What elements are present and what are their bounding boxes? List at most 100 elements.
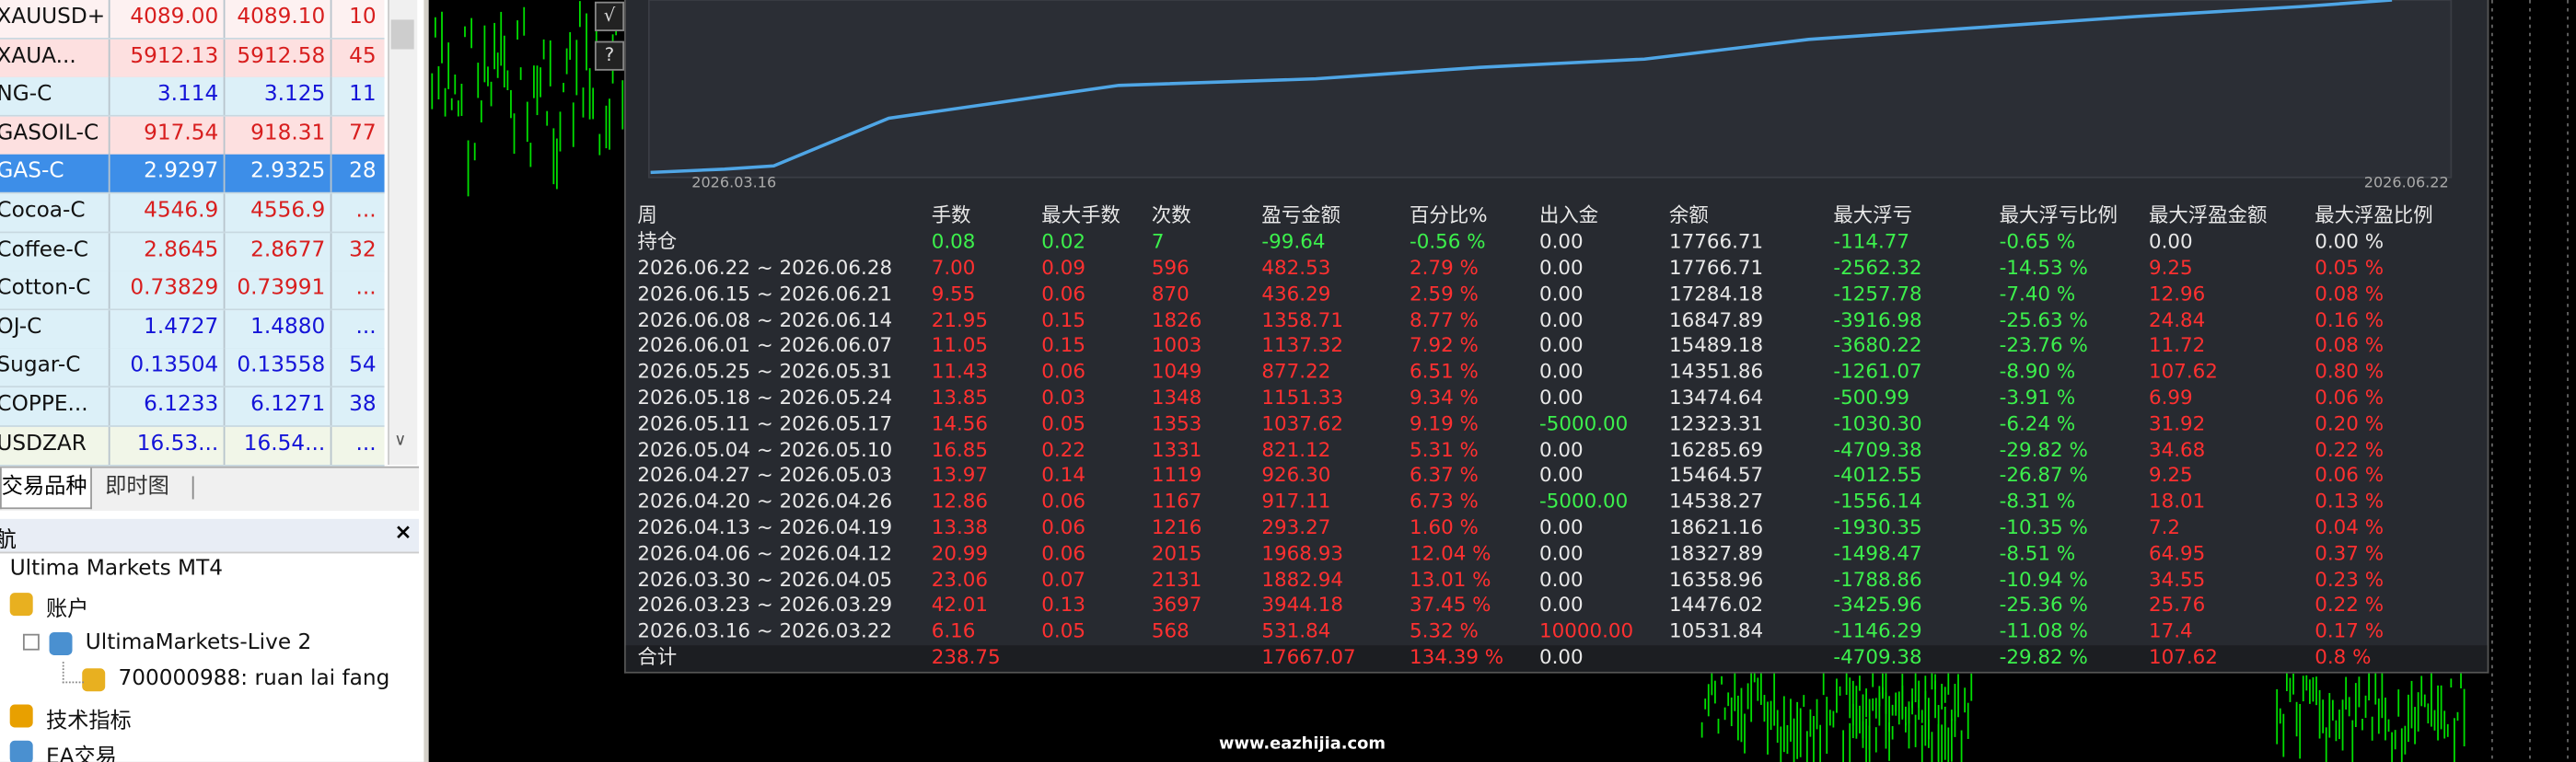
report-cell: 18.01 bbox=[2148, 490, 2206, 514]
tree-item[interactable]: EA交易 bbox=[45, 745, 117, 762]
market-row[interactable]: COPPE... 6.1233 6.1271 38 bbox=[0, 387, 385, 427]
total-cell: 0.00 bbox=[1538, 645, 1584, 669]
market-row[interactable]: Coffee-C 2.8645 2.8677 32 bbox=[0, 232, 385, 272]
report-cell: 0.20 % bbox=[2315, 411, 2385, 435]
tree-item[interactable]: Ultima Markets MT4 bbox=[9, 556, 224, 582]
tree-item[interactable]: 技术指标 bbox=[45, 709, 132, 734]
report-cell: 21.95 bbox=[931, 307, 989, 331]
report-cell: 14.56 bbox=[931, 411, 989, 435]
tree-item[interactable]: UltimaMarkets-Live 2 bbox=[85, 630, 312, 655]
total-row bbox=[625, 645, 2488, 672]
report-cell: -26.87 % bbox=[1999, 463, 2088, 487]
report-cell: 0.08 % bbox=[2315, 282, 2385, 306]
market-row[interactable]: Cotton-C 0.73829 0.73991... bbox=[0, 271, 385, 311]
report-cell: 0.00 bbox=[1538, 567, 1584, 591]
market-row[interactable]: XAUA... 5912.13 5912.58 45 bbox=[0, 39, 385, 78]
report-cell: 7.00 bbox=[931, 256, 976, 280]
price: ... bbox=[355, 198, 377, 224]
report-cell: 10531.84 bbox=[1668, 619, 1764, 643]
cell-divider bbox=[223, 0, 226, 39]
report-cell: 6.51 % bbox=[1410, 360, 1479, 384]
report-cell: -1261.07 bbox=[1833, 360, 1922, 384]
price: 32 bbox=[349, 237, 377, 262]
report-cell: 6.37 % bbox=[1410, 463, 1479, 487]
navigator-header: 航 × bbox=[0, 518, 420, 554]
market-row[interactable]: USDZAR 16.53... 16.54...... bbox=[0, 426, 385, 467]
tab[interactable]: 即时图 bbox=[105, 474, 169, 500]
report-cell: 13.38 bbox=[931, 515, 989, 539]
cell-divider bbox=[223, 39, 226, 77]
report-cell: 13474.64 bbox=[1668, 386, 1764, 410]
cell-divider bbox=[330, 0, 332, 39]
report-cell: 0.00 bbox=[1538, 541, 1584, 565]
market-row[interactable]: Sugar-C 0.13504 0.13558 54 bbox=[0, 348, 385, 388]
report-cell: 2026.04.06 ~ 2026.04.12 bbox=[637, 541, 893, 565]
market-row[interactable]: Cocoa-C 4546.9 4556.9... bbox=[0, 193, 385, 234]
report-cell: -10.35 % bbox=[1999, 515, 2088, 539]
report-cell: -14.53 % bbox=[1999, 256, 2088, 280]
cell-divider bbox=[223, 348, 226, 387]
report-cell: 0.00 bbox=[1538, 437, 1584, 461]
report-cell: 2026.03.23 ~ 2026.03.29 bbox=[637, 593, 893, 617]
scrollbar[interactable]: ∨ bbox=[388, 0, 418, 465]
report-cell: 2026.06.08 ~ 2026.06.14 bbox=[637, 307, 893, 331]
close-button[interactable]: × bbox=[394, 520, 412, 546]
report-cell: 2015 bbox=[1151, 541, 1202, 565]
report-cell: 0.00 bbox=[1538, 307, 1584, 331]
cell-divider bbox=[223, 116, 226, 155]
report-cell: 1151.33 bbox=[1261, 386, 1343, 410]
cell-divider bbox=[223, 271, 226, 309]
symbol: XAUA... bbox=[0, 43, 76, 69]
report-cell: -7.40 % bbox=[1999, 282, 2076, 306]
report-cell: 24.84 bbox=[2148, 307, 2206, 331]
report-cell: -2562.32 bbox=[1833, 256, 1922, 280]
navigator-title: 航 bbox=[0, 522, 17, 554]
report-cell: 2026.04.20 ~ 2026.04.26 bbox=[637, 490, 893, 514]
cell-divider bbox=[108, 193, 110, 232]
report-cell: -29.82 % bbox=[1999, 437, 2088, 461]
report-cell: -23.76 % bbox=[1999, 333, 2088, 357]
market-row[interactable]: NG-C 3.114 3.125 11 bbox=[0, 77, 385, 118]
market-row[interactable]: OJ-C 1.4727 1.4880... bbox=[0, 309, 385, 350]
scroll-thumb[interactable] bbox=[390, 19, 414, 50]
chart-button[interactable]: ? bbox=[594, 40, 625, 71]
report-cell: 2026.04.27 ~ 2026.05.03 bbox=[637, 463, 893, 487]
price: 28 bbox=[349, 159, 377, 185]
report-cell: 0.00 bbox=[1538, 515, 1584, 539]
chart-button[interactable]: √ bbox=[594, 1, 625, 31]
market-row[interactable]: GAS-C 2.9297 2.9325 28 bbox=[0, 155, 385, 195]
tab[interactable]: 交易品种 bbox=[0, 468, 92, 510]
total-cell: 0.8 % bbox=[2315, 645, 2372, 669]
tree-item[interactable]: 700000988: ruan lai fang bbox=[118, 666, 390, 692]
price: 11 bbox=[349, 82, 377, 108]
cell-divider bbox=[330, 309, 332, 348]
price: 1.4727 bbox=[144, 315, 219, 341]
report-cell: 0.06 bbox=[1041, 490, 1085, 514]
report-cell: 0.05 % bbox=[2315, 256, 2385, 280]
market-row[interactable]: GASOIL-C 917.54 918.31 77 bbox=[0, 116, 385, 156]
symbol: OJ-C bbox=[0, 315, 42, 341]
report-cell: 1358.71 bbox=[1261, 307, 1343, 331]
report-cell: 2.59 % bbox=[1410, 282, 1479, 306]
symbol: USDZAR bbox=[0, 431, 87, 456]
symbol: Cotton-C bbox=[0, 276, 91, 301]
report-cell: 5.31 % bbox=[1410, 437, 1479, 461]
report-cell: 16.85 bbox=[931, 437, 989, 461]
report-cell: 0.00 bbox=[1538, 593, 1584, 617]
tree-item[interactable]: 账户 bbox=[45, 597, 89, 623]
cell-divider bbox=[330, 426, 332, 465]
price: 0.73829 bbox=[130, 276, 219, 301]
cell-divider bbox=[223, 155, 226, 193]
report-cell: 17766.71 bbox=[1668, 256, 1764, 280]
scroll-down[interactable]: ∨ bbox=[394, 432, 407, 450]
report-cell: 2026.05.04 ~ 2026.05.10 bbox=[637, 437, 893, 461]
position-cell: 0.00 bbox=[1538, 229, 1584, 253]
tree-icon bbox=[9, 704, 33, 728]
report-cell: 0.00 bbox=[1538, 386, 1584, 410]
position-cell: 0.08 bbox=[931, 229, 976, 253]
report-cell: 1216 bbox=[1151, 515, 1202, 539]
market-row[interactable]: XAUUSD+ 4089.00 4089.10 10 bbox=[0, 0, 385, 40]
report-cell: 12.96 bbox=[2148, 282, 2206, 306]
report-cell: 0.04 % bbox=[2315, 515, 2385, 539]
price: 16.54... bbox=[243, 431, 326, 456]
